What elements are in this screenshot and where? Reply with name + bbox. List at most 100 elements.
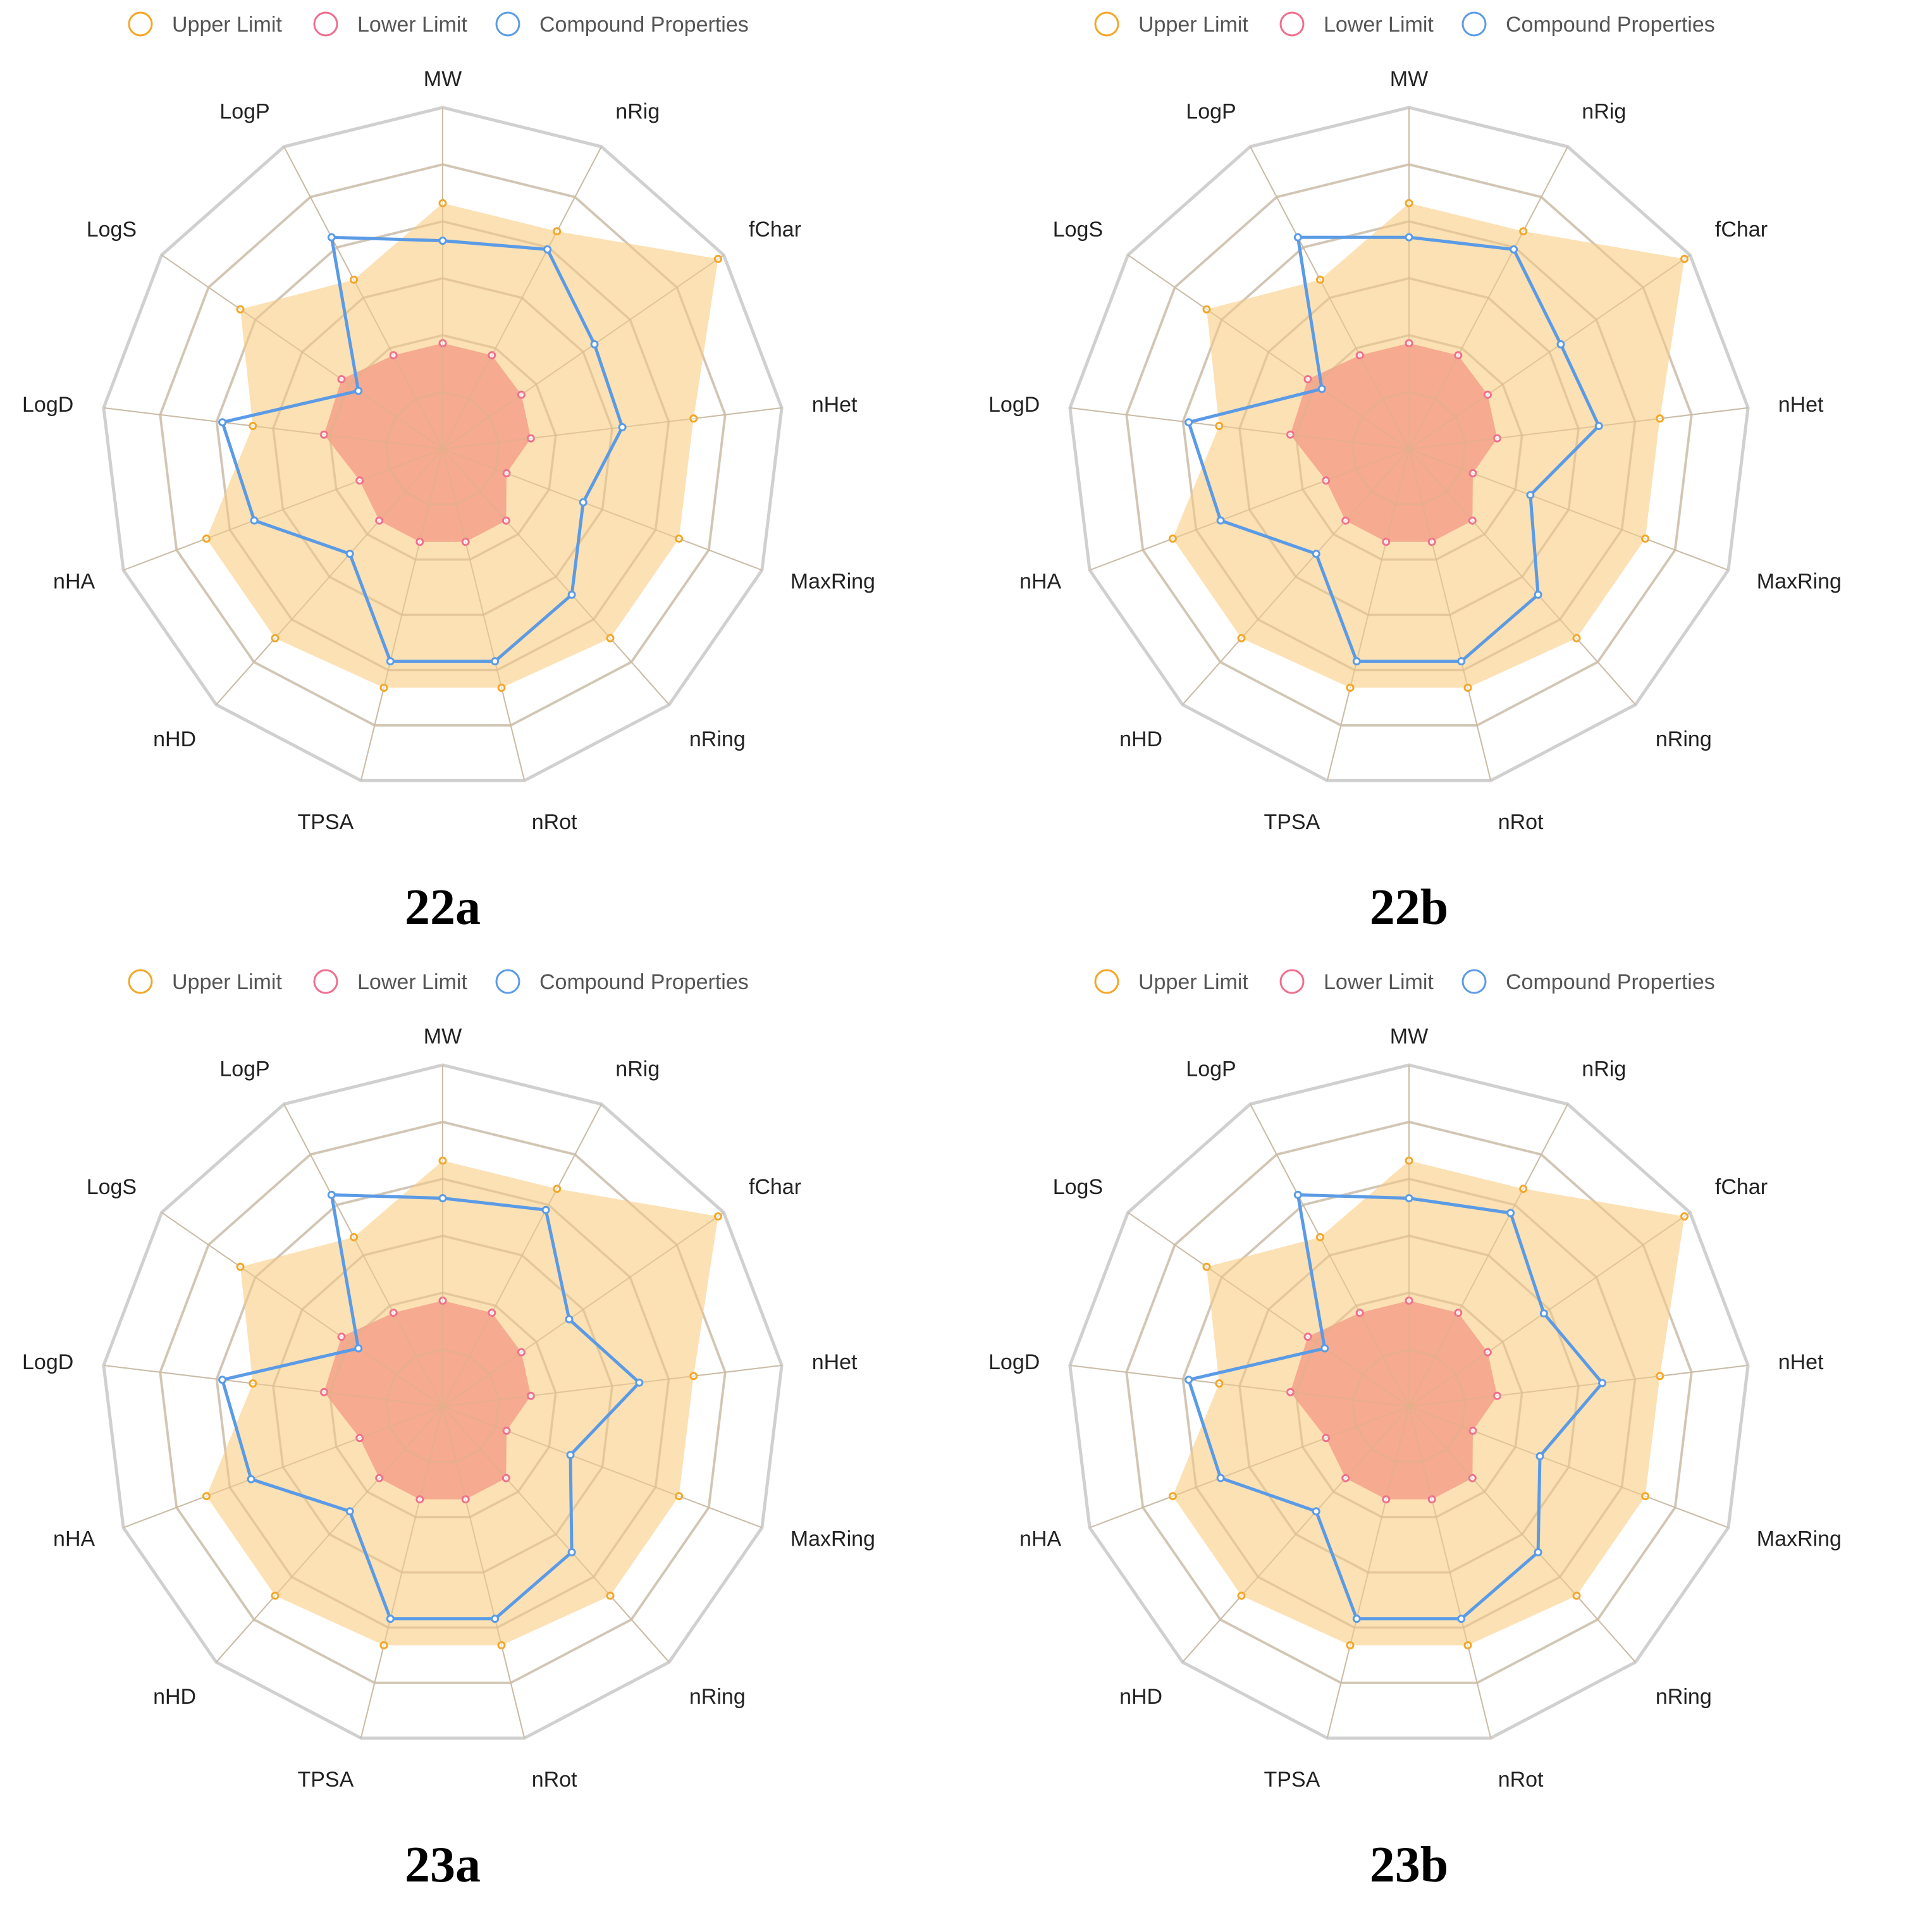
axis-label-nha: nHA [1019, 1527, 1061, 1551]
inner-grid-spoke [1128, 1212, 1410, 1407]
upper-limit-point [1215, 422, 1224, 430]
compound-point [247, 1475, 255, 1484]
lower-limit-point [415, 538, 424, 546]
lower-limit-point [1468, 516, 1477, 525]
compound-point [438, 1194, 447, 1203]
compound-point [635, 1378, 644, 1387]
axis-label-nhd: nHD [153, 1685, 196, 1709]
upper-limit-point [1168, 1492, 1177, 1501]
compound-point [567, 590, 576, 599]
grid-ring [102, 1063, 784, 1740]
axis-label-logp: LogP [219, 99, 269, 123]
compound-point [1293, 1190, 1302, 1199]
inner-grid-spoke [1408, 1406, 1636, 1663]
axis-label-logp: LogP [1186, 1057, 1236, 1081]
inner-grid-spoke [123, 1406, 443, 1529]
inner-grid-ring [1238, 277, 1580, 616]
axis-label-nha: nHA [53, 570, 95, 594]
legend-label: Lower Limit [1324, 970, 1434, 994]
lower-limit-point [1355, 1308, 1364, 1317]
inner-grid-spoke [1408, 448, 1492, 781]
axis-label-nrot: nRot [1498, 810, 1544, 834]
inner-grid-spoke [1326, 448, 1410, 781]
lower-limit-point [501, 516, 510, 525]
compound-point [1352, 1615, 1361, 1623]
legend-upper-limit: Upper Limit [128, 969, 282, 994]
inner-grid [1069, 1065, 1749, 1739]
upper-limit-point [497, 1641, 506, 1649]
axis-label-logs: LogS [1053, 218, 1103, 242]
compound-point [1556, 340, 1565, 348]
upper-limit-point [497, 684, 506, 692]
axis-labels: MW nRig fChar nHet MaxRing nRing nRot TPSA nHD nH… [988, 1025, 1842, 1792]
axis-label-fchar: fChar [749, 218, 801, 242]
compound-point [1312, 550, 1320, 558]
compound-point [491, 1615, 500, 1623]
lower-limit-area [1290, 1300, 1498, 1499]
upper-limit-point [350, 1233, 358, 1241]
series-lower-limit [1286, 1296, 1501, 1504]
axis-label-logs: LogS [87, 1175, 137, 1199]
inner-grid-spoke [1250, 1104, 1410, 1407]
axis-label-logs: LogS [87, 218, 137, 242]
lower-limit-point [337, 1333, 346, 1341]
lower-limit-point [1382, 538, 1391, 546]
lower-limit-point [1468, 1474, 1477, 1482]
legend-marker [128, 969, 153, 994]
lower-limit-area [324, 1300, 531, 1499]
axis-label-nrig: nRig [615, 99, 660, 123]
axis-label-nhd: nHD [1119, 1685, 1162, 1709]
series-lower-limit [319, 339, 535, 546]
axis-label-logd: LogD [988, 393, 1040, 417]
inner-grid-ring [159, 163, 727, 727]
upper-limit-point [675, 1492, 684, 1501]
axis-label-mw: MW [1390, 1025, 1428, 1049]
compound-point [1216, 1474, 1225, 1482]
compound-properties-line [1186, 235, 1601, 663]
axis-label-fchar: fChar [749, 1175, 801, 1199]
panel-title: 23a [405, 1837, 481, 1893]
inner-grid-spoke [161, 254, 443, 450]
compound-point [354, 1344, 363, 1353]
inner-grid-spoke [283, 146, 443, 450]
axis-label-tpsa: TPSA [297, 1768, 354, 1792]
radar-svg-22b: Upper Limit Lower Limit Compound Propertie… [988, 11, 1842, 834]
upper-limit-point [1463, 684, 1472, 692]
upper-limit-point [689, 414, 698, 423]
compound-point [1320, 1344, 1329, 1353]
lower-limit-point [1468, 1426, 1477, 1435]
compound-properties-line [1186, 1193, 1604, 1621]
axis-label-tpsa: TPSA [297, 810, 354, 834]
lower-limit-point [501, 1474, 510, 1482]
lower-limit-point [438, 339, 447, 348]
panel-title: 22a [405, 880, 481, 935]
upper-limit-point [1405, 1156, 1413, 1165]
compound-point [1594, 422, 1603, 430]
upper-limit-point [689, 1372, 698, 1381]
compound-point [1510, 245, 1518, 254]
lower-limit-point [1322, 1434, 1331, 1443]
compound-point [218, 418, 227, 427]
compound-point [345, 550, 354, 558]
legend-label: Upper Limit [1138, 970, 1248, 994]
lower-limit-point [1468, 469, 1477, 477]
lower-limit-point [461, 538, 470, 546]
legend-upper-limit: Upper Limit [128, 11, 282, 37]
legend-compound-properties: Compound Properties [495, 11, 749, 37]
inner-grid-spoke [103, 1364, 443, 1407]
lower-limit-point [375, 1474, 384, 1482]
legend: Upper Limit Lower Limit Compound Propertie… [128, 11, 749, 37]
axis-label-nrig: nRig [1582, 99, 1626, 123]
inner-grid-spoke [442, 407, 782, 450]
lower-limit-point [415, 1495, 424, 1504]
series-lower-limit [319, 1296, 535, 1504]
upper-limit-point [1215, 1379, 1224, 1388]
axis-label-tpsa: TPSA [1264, 1768, 1320, 1792]
axis-labels: MW nRig fChar nHet MaxRing nRing nRot TPSA nHD nH… [988, 67, 1842, 834]
axis-label-nrot: nRot [532, 810, 577, 834]
compound-point [218, 1376, 227, 1384]
legend-label: Lower Limit [357, 13, 467, 37]
lower-limit-point [488, 1308, 496, 1317]
inner-grid-spoke [1408, 254, 1690, 450]
compound-point [1598, 1379, 1607, 1388]
